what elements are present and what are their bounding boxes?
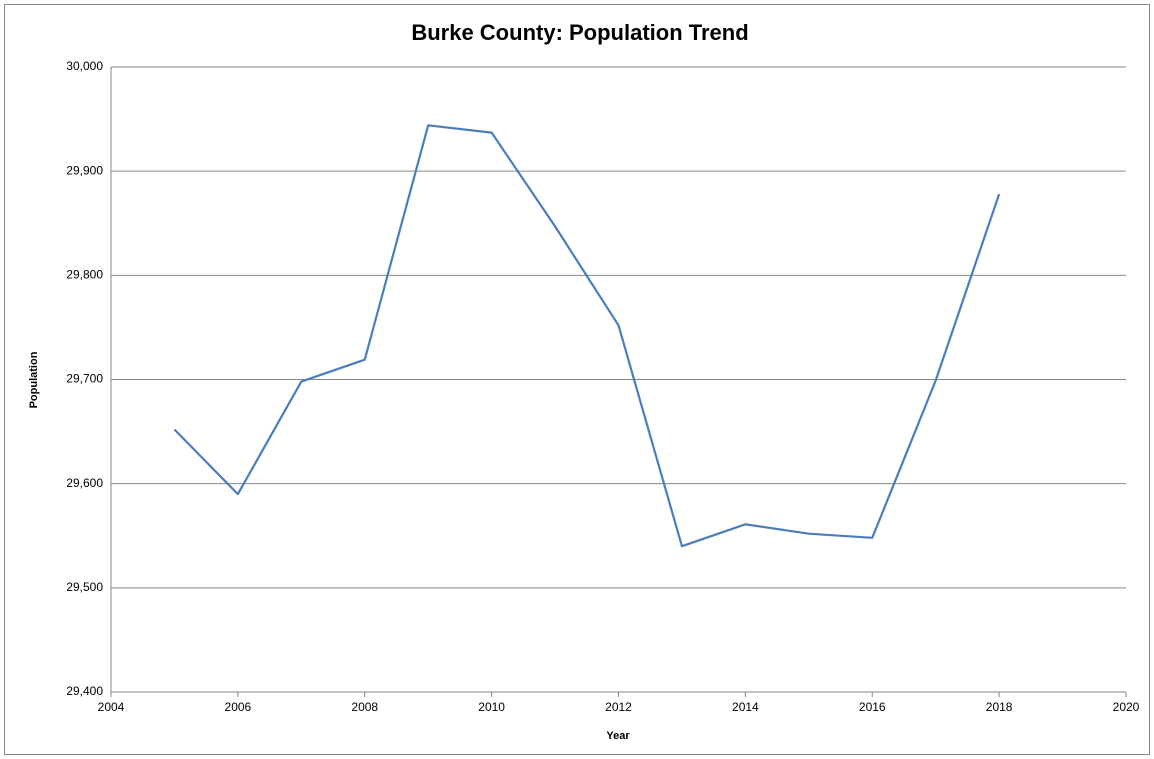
y-tick-label: 29,600 [66,476,103,490]
x-tick-label: 2006 [225,700,252,714]
x-tick-label: 2010 [478,700,505,714]
chart-title: Burke County: Population Trend [411,20,748,45]
x-tick-label: 2016 [859,700,886,714]
y-tick-label: 29,400 [66,684,103,698]
y-tick-label: 29,900 [66,163,103,177]
line-series [173,124,1001,548]
y-tick-label: 29,800 [66,268,103,282]
y-tick-label: 30,000 [66,59,103,73]
x-tick-label: 2018 [986,700,1013,714]
x-tick-label: 2008 [351,700,378,714]
x-tick-label: 2014 [732,700,759,714]
y-tick-label: 29,500 [66,580,103,594]
x-tick-label: 2020 [1113,700,1140,714]
x-tick-label: 2004 [98,700,125,714]
x-axis-label: Year [606,730,630,742]
y-axis-label: Population [28,351,40,408]
x-tick-label: 2012 [605,700,632,714]
y-tick-label: 29,700 [66,372,103,386]
